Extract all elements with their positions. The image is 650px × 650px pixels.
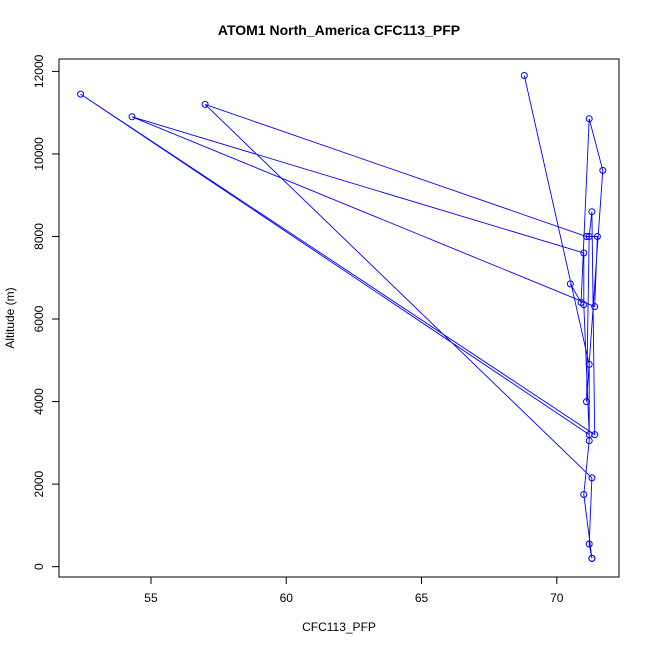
x-axis: 55 60 65 70 [144,576,564,605]
data-point [599,166,607,174]
y-tick-label: 10000 [32,137,46,171]
data-point [588,554,596,562]
x-tick-label: 55 [144,591,158,605]
x-tick-label: 70 [550,591,564,605]
data-point [128,113,136,121]
data-point [591,303,599,311]
data-point [77,90,85,98]
data-point [585,115,593,123]
y-axis-label: Altitude (m) [3,287,17,348]
data-point [566,280,574,288]
data-point [588,474,596,482]
data-point [585,360,593,368]
data-point [583,233,590,240]
data-point [201,100,209,108]
data-point [593,233,601,240]
data-point [585,540,593,548]
data-point [591,431,599,439]
data-point [583,398,590,406]
x-tick-label: 60 [280,591,294,605]
series-line [80,75,604,559]
data-point [577,299,585,306]
data-point [520,72,528,79]
data-point [585,233,593,240]
y-axis: 0 2000 4000 6000 8000 10000 12000 [32,54,60,570]
data-point [580,249,588,257]
y-tick-label: 2000 [32,470,46,497]
x-tick-label: 65 [415,591,429,605]
y-tick-label: 4000 [32,388,46,415]
data-point [580,491,588,498]
y-tick-label: 8000 [32,223,46,250]
y-tick-label: 12000 [32,54,46,88]
y-tick-label: 6000 [32,305,46,332]
plot-frame [58,58,620,578]
data-series [77,72,607,562]
y-tick-label: 0 [32,563,46,570]
data-point [588,208,596,216]
x-axis-label: CFC113_PFP [302,620,376,634]
chart-title: ATOM1 North_America CFC113_PFP [218,22,460,38]
